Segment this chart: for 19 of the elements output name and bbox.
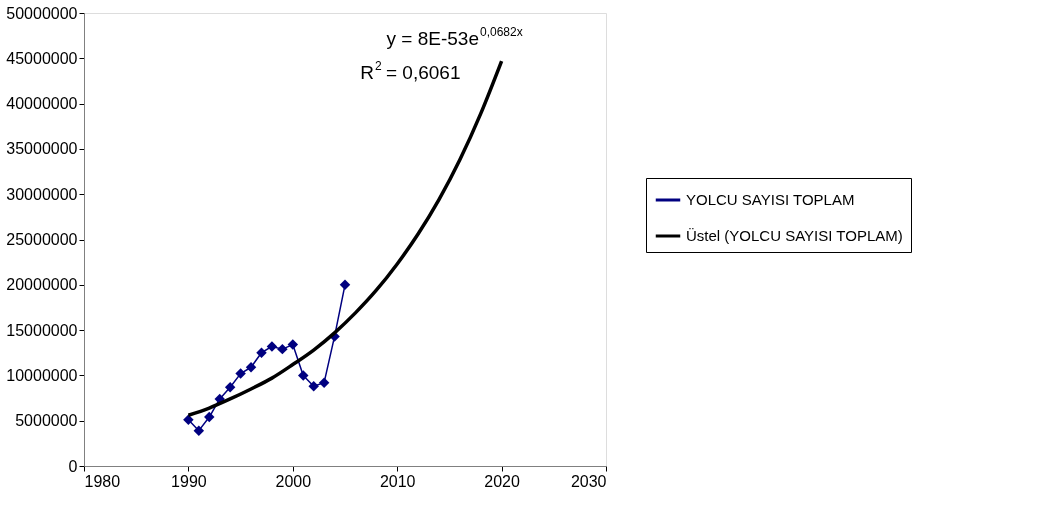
- x-tick-label: 2020: [484, 472, 520, 490]
- legend-label: Üstel (YOLCU SAYISI TOPLAM): [686, 227, 903, 244]
- y-tick-label: 25000000: [6, 231, 78, 248]
- x-tick-label: 2010: [379, 472, 416, 490]
- legend-label: YOLCU SAYISI TOPLAM: [686, 191, 855, 208]
- y-tick-label: 35000000: [6, 140, 78, 158]
- x-tick-label: 2000: [275, 472, 312, 490]
- y-tick-label: 0: [68, 457, 78, 475]
- y-tick-label: 10000000: [6, 366, 78, 384]
- y-tick-label: 45000000: [6, 49, 78, 67]
- y-tick-label: 40000000: [6, 95, 78, 113]
- x-tick-label: 2030: [570, 472, 607, 490]
- x-tick-label: 1980: [84, 472, 121, 490]
- y-tick-label: 50000000: [6, 4, 78, 22]
- y-tick-label: 15000000: [6, 321, 78, 339]
- y-tick-label: 20000000: [6, 276, 78, 294]
- x-tick-label: 1990: [171, 472, 207, 490]
- y-tick-label: 5000000: [15, 412, 78, 430]
- y-tick-label: 30000000: [6, 185, 78, 203]
